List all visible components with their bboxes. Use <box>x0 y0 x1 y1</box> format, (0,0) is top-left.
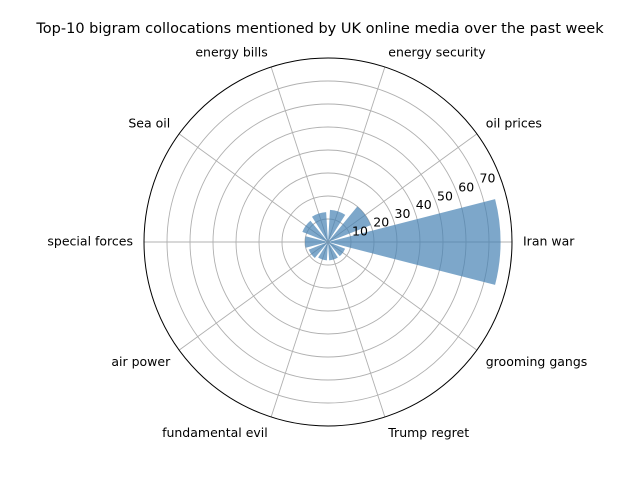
grid-spoke <box>327 241 386 418</box>
bar-sea-oil <box>302 220 328 242</box>
bar-air-power <box>308 242 328 258</box>
bar-grooming-gangs <box>328 242 346 257</box>
grid-spoke <box>178 133 329 243</box>
bar-energy-bills <box>311 212 328 242</box>
radial-tick-label: 60 <box>458 180 474 195</box>
bar-special-forces <box>305 236 328 248</box>
bar-fundamental-evil <box>318 242 328 261</box>
grid-spoke <box>178 241 329 351</box>
bars <box>302 199 501 285</box>
grid-spoke <box>327 241 478 351</box>
category-label-trump-regret: Trump regret <box>387 425 469 440</box>
radial-tick-label: 50 <box>437 188 453 203</box>
category-label-oil-prices: oil prices <box>486 115 542 130</box>
category-label-sea-oil: Sea oil <box>128 115 170 130</box>
grid-spoke <box>270 66 329 243</box>
radial-tick-label: 70 <box>480 171 496 186</box>
category-label-iran-war: Iran war <box>523 234 575 249</box>
category-labels: Iran war oil prices energy security energy … <box>47 45 587 441</box>
bar-oil-prices <box>328 206 371 242</box>
bar-trump-regret <box>328 242 338 261</box>
bar-energy-security <box>328 209 346 242</box>
category-label-energy-security: energy security <box>388 45 486 60</box>
outer-ring <box>143 57 513 427</box>
bar-iran-war <box>328 199 501 285</box>
chart-title: Top-10 bigram collocations mentioned by … <box>35 21 604 37</box>
radial-tick-label: 30 <box>395 206 411 221</box>
radial-tick-labels: 10 20 30 40 50 60 70 <box>352 171 495 239</box>
category-label-fundamental-evil: fundamental evil <box>162 425 268 440</box>
grid-spoke <box>270 241 329 418</box>
radial-tick-label: 10 <box>352 224 368 239</box>
category-label-air-power: air power <box>111 354 171 369</box>
category-label-energy-bills: energy bills <box>195 45 267 60</box>
category-label-grooming-gangs: grooming gangs <box>486 354 588 369</box>
radial-tick-label: 20 <box>373 215 389 230</box>
category-label-special-forces: special forces <box>47 234 133 249</box>
radial-tick-label: 40 <box>416 197 432 212</box>
